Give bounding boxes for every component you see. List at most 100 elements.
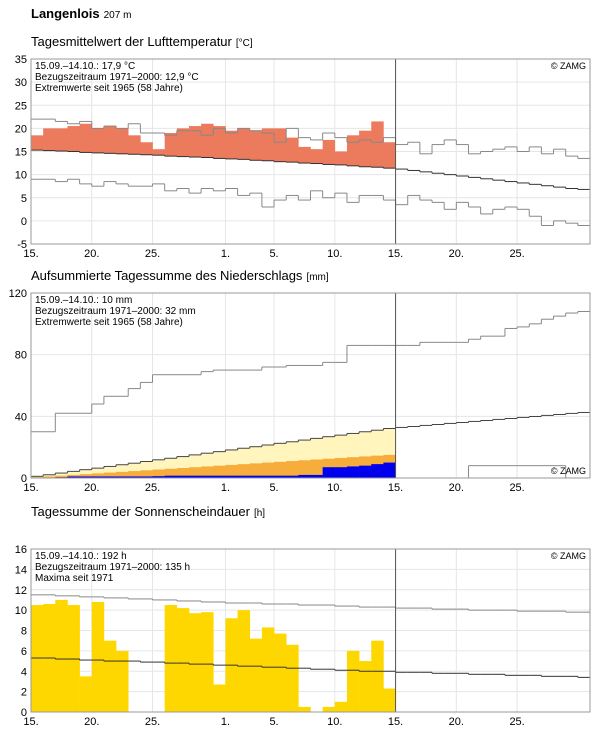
area-segment	[286, 475, 299, 478]
bar	[201, 123, 214, 158]
plot-border	[30, 548, 591, 713]
y-tick-label: 40	[15, 411, 27, 423]
x-tick-label: 20.	[449, 482, 464, 494]
x-tick-label: 15.	[23, 248, 38, 260]
area-segment	[176, 475, 190, 478]
y-tick-label: 0	[21, 473, 27, 485]
area-segment	[225, 464, 238, 478]
x-tick-label: 15.	[23, 482, 38, 494]
bar	[103, 126, 117, 154]
x-tick-label: 1.	[221, 482, 230, 494]
bar	[249, 130, 263, 161]
x-tick-label: 20.	[449, 716, 464, 728]
area-segment	[359, 465, 372, 478]
area-segment	[91, 476, 105, 478]
x-tick-label: 25.	[145, 716, 160, 728]
bar	[188, 126, 202, 158]
bar	[103, 640, 117, 712]
bar	[55, 599, 68, 712]
x-tick-label: 25.	[509, 482, 524, 494]
area-segment	[91, 473, 105, 478]
credit: © ZAMG	[551, 551, 586, 561]
area-segment	[67, 474, 80, 478]
chart-title-text: Aufsummierte Tagessumme des Niederschlag…	[31, 268, 303, 283]
bar	[286, 137, 299, 163]
y-tick-label: 0	[21, 707, 27, 719]
area-segment	[31, 476, 44, 478]
area-segment	[103, 472, 117, 478]
bar	[116, 650, 129, 712]
area-segment	[213, 475, 226, 478]
bar	[310, 149, 323, 164]
area-segment	[103, 466, 117, 478]
area-segment	[103, 476, 117, 478]
area-segment	[261, 475, 275, 478]
info-text: Extremwerte seit 1965 (58 Jahre)	[35, 317, 183, 328]
bar	[43, 128, 56, 151]
area-segment	[371, 464, 384, 478]
area-segment	[249, 463, 263, 478]
bar	[116, 128, 129, 154]
chart-title: Tagessumme der Sonnenscheindauer [h]	[31, 504, 265, 519]
bar	[359, 130, 372, 167]
x-tick-label: 20.	[84, 716, 99, 728]
area-segment	[164, 468, 178, 478]
bar	[334, 701, 348, 712]
bar	[249, 638, 263, 712]
y-tick-label: 25	[15, 100, 27, 112]
x-tick-label: 10.	[327, 482, 342, 494]
area-segment	[261, 462, 275, 478]
station-altitude: 207 m	[104, 10, 132, 21]
x-tick-label: 25.	[145, 482, 160, 494]
x-tick-label: 1.	[221, 716, 230, 728]
y-tick-label: 10	[15, 170, 27, 182]
bar	[274, 633, 287, 712]
area-segment	[152, 476, 165, 478]
area-segment	[79, 469, 93, 478]
credit: © ZAMG	[551, 466, 586, 476]
area-segment	[188, 475, 202, 478]
bar	[213, 126, 226, 159]
bar	[371, 640, 384, 712]
area-segment	[213, 465, 226, 478]
info-text: 15.09.–14.10.: 10 mm	[35, 295, 132, 306]
x-tick-label: 25.	[509, 716, 524, 728]
bar	[188, 613, 202, 712]
area-segment	[383, 462, 396, 478]
info-text: Bezugszeitraum 1971–2000: 32 mm	[35, 306, 196, 317]
bar	[176, 128, 190, 157]
area-segment	[237, 475, 251, 478]
bar	[383, 142, 396, 169]
y-tick-label: 120	[9, 288, 27, 300]
area-segment	[310, 459, 323, 478]
area-segment	[140, 470, 153, 478]
area-segment	[274, 461, 287, 478]
y-tick-label: 8	[21, 626, 27, 638]
x-tick-label: 5.	[269, 482, 278, 494]
area-segment	[274, 475, 287, 478]
info-text: Bezugszeitraum 1971–2000: 12,9 °C	[35, 72, 199, 83]
area-segment	[188, 467, 202, 478]
x-tick-label: 20.	[449, 248, 464, 260]
area-segment	[164, 475, 178, 478]
y-tick-label: 6	[21, 646, 27, 658]
area-segment	[67, 476, 80, 478]
area-segment	[128, 476, 141, 478]
area-segment	[322, 467, 336, 478]
bar	[164, 133, 178, 157]
area-segment	[140, 476, 153, 478]
area-segment	[201, 466, 214, 478]
station-name: Langenlois	[31, 6, 100, 21]
x-tick-label: 15.	[388, 482, 403, 494]
area-segment	[346, 466, 360, 478]
x-tick-label: 10.	[327, 248, 342, 260]
y-tick-label: 10	[15, 605, 27, 617]
x-tick-label: 10.	[327, 716, 342, 728]
y-tick-label: 20	[15, 123, 27, 135]
header: Langenlois 207 m	[31, 6, 131, 21]
bar	[140, 142, 153, 155]
area-segment	[201, 475, 214, 478]
bar	[383, 688, 396, 712]
area-segment	[298, 474, 311, 478]
bar	[286, 644, 299, 712]
